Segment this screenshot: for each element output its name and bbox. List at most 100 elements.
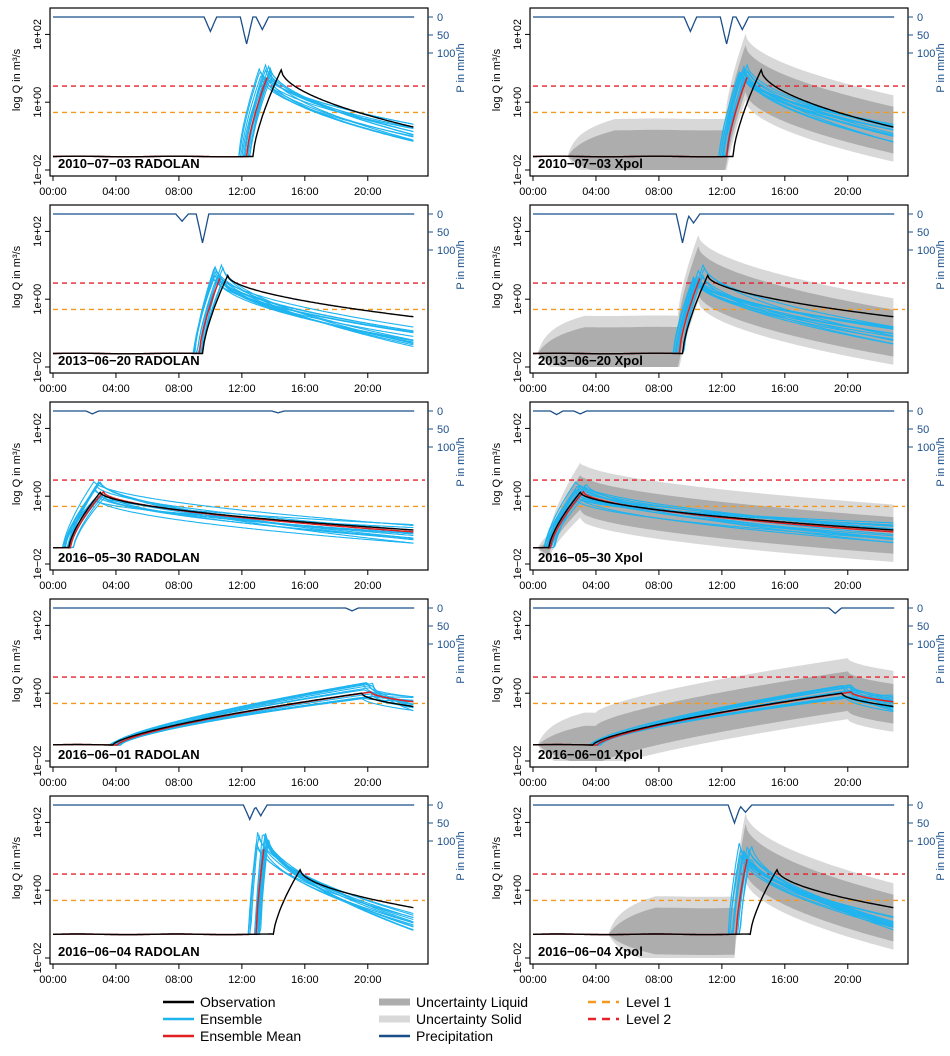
y-left-axis-label: log Q in m³/s: [11, 639, 23, 702]
y-right-tick-label: 100: [917, 442, 935, 454]
y-right-tick-label: 0: [917, 209, 923, 221]
ensemble-member-line: [53, 697, 414, 746]
ensemble-member-line: [53, 843, 414, 936]
y-right-tick-label: 100: [917, 836, 935, 848]
ensemble-member-line: [53, 270, 414, 355]
x-tick-label: 04:00: [582, 974, 610, 986]
x-tick-label: 08:00: [645, 580, 673, 592]
x-tick-label: 08:00: [165, 777, 193, 789]
x-tick-label: 04:00: [102, 186, 130, 198]
y-right-tick-label: 0: [437, 800, 443, 812]
ensemble-member-line: [533, 685, 894, 746]
y-right-tick-label: 0: [917, 800, 923, 812]
y-right-tick-label: 0: [437, 406, 443, 418]
observation-line: [53, 273, 414, 355]
ensemble-member-line: [53, 265, 414, 355]
y-right-axis-label: P in mm/h: [455, 831, 467, 880]
panel-7: 1e−02 1e+00 1e+02 log Q in m³/s 0 50 100 P in m…: [11, 598, 467, 789]
y-left-axis-label: log Q in m³/s: [11, 442, 23, 505]
precipitation-line: [53, 410, 415, 415]
y-right-axis-label: P in mm/h: [455, 240, 467, 289]
y-left-tick-label: 1e−02: [32, 549, 44, 580]
y-left-tick-label: 1e−02: [32, 155, 44, 186]
legend-label-ensemble-mean: Ensemble Mean: [200, 1028, 301, 1044]
observation-line: [53, 692, 414, 746]
y-left-tick-label: 1e+00: [512, 875, 524, 906]
y-right-tick-label: 0: [917, 12, 923, 24]
y-left-tick-label: 1e+00: [32, 678, 44, 709]
x-tick-label: 04:00: [582, 580, 610, 592]
x-tick-label: 12:00: [708, 186, 736, 198]
ensemble-member-line: [533, 499, 894, 549]
plot-area: [533, 804, 905, 958]
ensemble-member-line: [533, 485, 894, 549]
x-tick-label: 16:00: [771, 383, 799, 395]
ensemble-member-line: [53, 498, 414, 549]
x-tick-label: 08:00: [165, 974, 193, 986]
panel-8: 1e−02 1e+00 1e+02 log Q in m³/s 0 50 100 P in m…: [491, 598, 947, 789]
panel-5: 1e−02 1e+00 1e+02 log Q in m³/s 0 50 100 P in m…: [11, 401, 467, 592]
legend-uncertainty-solid: Uncertainty Solid: [379, 1011, 522, 1027]
y-left-axis-label: log Q in m³/s: [11, 245, 23, 308]
panel-title: 2016−06−04 RADOLAN: [58, 944, 200, 959]
ensemble-member-line: [53, 846, 414, 936]
observation-line: [53, 67, 414, 158]
panel-title: 2010−07−03 RADOLAN: [58, 156, 200, 171]
y-right-tick-label: 100: [437, 245, 455, 257]
y-left-tick-label: 1e+02: [32, 216, 44, 247]
panel-title: 2016−06−01 RADOLAN: [58, 747, 200, 762]
precipitation-line: [53, 804, 415, 822]
ensemble-member-line: [53, 848, 414, 936]
y-left-tick-label: 1e−02: [512, 943, 524, 974]
ensemble-member-line: [53, 839, 414, 936]
precipitation-line: [533, 607, 895, 615]
legend-precipitation: Precipitation: [379, 1028, 493, 1044]
x-tick-label: 12:00: [708, 580, 736, 592]
ensemble-mean-line: [53, 849, 265, 936]
y-right-tick-label: 100: [437, 836, 455, 848]
x-tick-label: 04:00: [102, 383, 130, 395]
panel-1: 1e−02 1e+00 1e+02 log Q in m³/s 0 50 100 P in m…: [11, 7, 467, 198]
x-tick-label: 16:00: [291, 383, 319, 395]
ensemble-member-line: [53, 696, 414, 746]
x-tick-label: 08:00: [645, 974, 673, 986]
x-tick-label: 16:00: [771, 186, 799, 198]
y-left-tick-label: 1e−02: [512, 549, 524, 580]
x-tick-label: 16:00: [771, 580, 799, 592]
panel-2: 1e−02 1e+00 1e+02 log Q in m³/s 0 50 100 P in m…: [491, 7, 947, 198]
ensemble-mean-line: [53, 490, 414, 549]
y-left-tick-label: 1e+00: [32, 481, 44, 512]
y-left-tick-label: 1e+02: [32, 610, 44, 641]
panel-title: 2013−06−20 RADOLAN: [58, 353, 200, 368]
x-tick-label: 00:00: [39, 974, 67, 986]
x-tick-label: 00:00: [519, 580, 547, 592]
y-right-axis-label: P in mm/h: [935, 437, 947, 486]
y-left-tick-label: 1e+00: [512, 284, 524, 315]
y-right-tick-label: 100: [437, 48, 455, 60]
observation-line: [533, 273, 894, 355]
x-tick-label: 04:00: [582, 383, 610, 395]
x-tick-label: 08:00: [645, 777, 673, 789]
y-right-axis-label: P in mm/h: [935, 831, 947, 880]
legend-level2: Level 2: [588, 1011, 671, 1027]
y-left-axis-label: log Q in m³/s: [491, 245, 503, 308]
y-right-tick-label: 0: [917, 406, 923, 418]
ensemble-member-line: [53, 839, 414, 936]
observation-line: [533, 868, 894, 936]
ensemble-member-line: [533, 495, 894, 549]
legend-ensemble: Ensemble: [163, 1011, 262, 1027]
ensemble-member-line: [53, 697, 414, 746]
y-right-tick-label: 0: [437, 12, 443, 24]
y-right-tick-label: 50: [437, 227, 449, 239]
x-tick-label: 20:00: [834, 383, 862, 395]
uncertainty-liquid-band: [533, 246, 894, 367]
y-left-tick-label: 1e+00: [32, 87, 44, 118]
x-tick-label: 00:00: [39, 580, 67, 592]
ensemble-member-line: [533, 498, 894, 549]
ensemble-member-line: [53, 691, 414, 746]
y-left-axis-label: log Q in m³/s: [491, 48, 503, 111]
panel-title: 2016−06−01 Xpol: [538, 747, 643, 762]
y-left-tick-label: 1e−02: [512, 352, 524, 383]
plot-area: [53, 804, 425, 936]
